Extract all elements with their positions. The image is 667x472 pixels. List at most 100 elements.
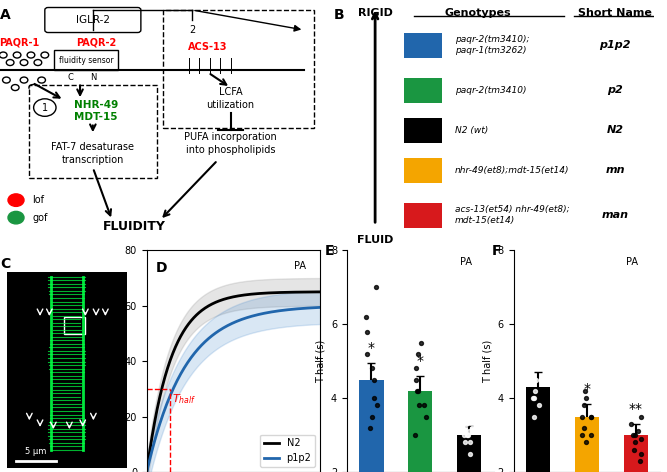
Text: lof: lof — [32, 195, 44, 205]
p1p2 — [143, 469, 151, 472]
p1p2 — [189, 353, 197, 358]
Point — [364, 424, 375, 431]
Point — [530, 387, 540, 395]
Text: **: ** — [629, 402, 643, 416]
Text: N2: N2 — [607, 125, 624, 135]
Point — [411, 376, 422, 383]
Text: A: A — [0, 8, 11, 22]
Point — [630, 431, 640, 439]
Text: utilization: utilization — [207, 100, 255, 110]
Text: Genotypes: Genotypes — [444, 8, 511, 17]
Circle shape — [8, 194, 24, 206]
Text: B: B — [334, 8, 344, 22]
N2 — [316, 289, 324, 295]
Text: RIGID: RIGID — [358, 8, 393, 17]
Text: C: C — [67, 73, 73, 82]
Point — [415, 339, 426, 346]
p1p2 — [316, 304, 324, 310]
Point — [535, 357, 546, 365]
Text: N: N — [89, 73, 96, 82]
Point — [580, 438, 591, 446]
Point — [464, 413, 475, 421]
Point — [537, 365, 548, 372]
Point — [362, 328, 373, 335]
Text: *: * — [417, 354, 424, 368]
Point — [419, 402, 430, 409]
Text: MDT-15: MDT-15 — [74, 112, 118, 122]
Circle shape — [8, 211, 24, 224]
Point — [465, 438, 476, 446]
Text: NHR-49: NHR-49 — [74, 100, 118, 110]
Text: IGLR-2: IGLR-2 — [76, 15, 110, 25]
Bar — [457, 435, 482, 472]
Point — [420, 413, 431, 421]
FancyBboxPatch shape — [404, 202, 442, 228]
Point — [361, 313, 372, 320]
Text: 5 μm: 5 μm — [25, 447, 47, 456]
Point — [467, 424, 478, 431]
Text: PUFA incorporation: PUFA incorporation — [184, 132, 277, 142]
Y-axis label: % FRAP: % FRAP — [109, 343, 119, 379]
Point — [458, 431, 469, 439]
Point — [636, 435, 646, 443]
Point — [460, 420, 471, 428]
Point — [577, 431, 588, 439]
Text: C: C — [0, 257, 10, 271]
Line: p1p2: p1p2 — [147, 307, 320, 472]
Point — [585, 431, 596, 439]
Text: paqr-2(tm3410): paqr-2(tm3410) — [455, 85, 527, 94]
Point — [534, 402, 545, 409]
Point — [628, 446, 639, 454]
Point — [629, 438, 640, 446]
FancyBboxPatch shape — [404, 33, 442, 58]
Bar — [526, 387, 550, 472]
Point — [411, 365, 422, 372]
N2 — [149, 424, 157, 430]
Point — [586, 413, 596, 421]
Point — [533, 350, 544, 357]
Point — [586, 413, 596, 421]
Bar — [575, 417, 599, 472]
Text: into phospholipids: into phospholipids — [186, 144, 275, 155]
Bar — [359, 379, 384, 472]
Point — [464, 428, 474, 435]
Text: N2 (wt): N2 (wt) — [455, 126, 488, 135]
Point — [576, 413, 587, 421]
Text: mn: mn — [606, 165, 625, 175]
Text: p1p2: p1p2 — [600, 40, 631, 50]
p1p2 — [301, 305, 309, 311]
Point — [412, 387, 422, 395]
Line: N2: N2 — [147, 292, 320, 472]
Text: nhr-49(et8);mdt-15(et14): nhr-49(et8);mdt-15(et14) — [455, 166, 570, 175]
Text: *: * — [584, 381, 590, 396]
Text: FLUIDITY: FLUIDITY — [103, 220, 166, 233]
Text: 1: 1 — [42, 102, 48, 112]
Point — [579, 424, 590, 431]
FancyBboxPatch shape — [163, 10, 313, 127]
p1p2 — [175, 374, 183, 380]
Point — [410, 431, 420, 439]
Point — [369, 376, 380, 383]
Text: D: D — [155, 261, 167, 275]
Point — [531, 376, 542, 383]
Point — [413, 350, 424, 357]
Text: *: * — [368, 341, 375, 355]
Point — [528, 394, 539, 402]
Text: F: F — [492, 244, 501, 258]
Point — [368, 394, 379, 402]
Text: PAQR-2: PAQR-2 — [76, 37, 116, 47]
Text: man: man — [602, 210, 629, 220]
Y-axis label: T half (s): T half (s) — [482, 339, 492, 383]
p1p2 — [307, 305, 315, 311]
N2 — [301, 289, 309, 295]
Point — [634, 457, 645, 464]
Point — [580, 394, 591, 402]
Point — [367, 413, 378, 421]
Text: fluidity sensor: fluidity sensor — [59, 56, 114, 65]
Text: PA: PA — [460, 257, 472, 267]
p1p2 — [149, 441, 157, 447]
Text: Short Name: Short Name — [578, 8, 652, 17]
Point — [626, 420, 636, 428]
FancyBboxPatch shape — [404, 118, 442, 143]
Point — [462, 431, 472, 439]
